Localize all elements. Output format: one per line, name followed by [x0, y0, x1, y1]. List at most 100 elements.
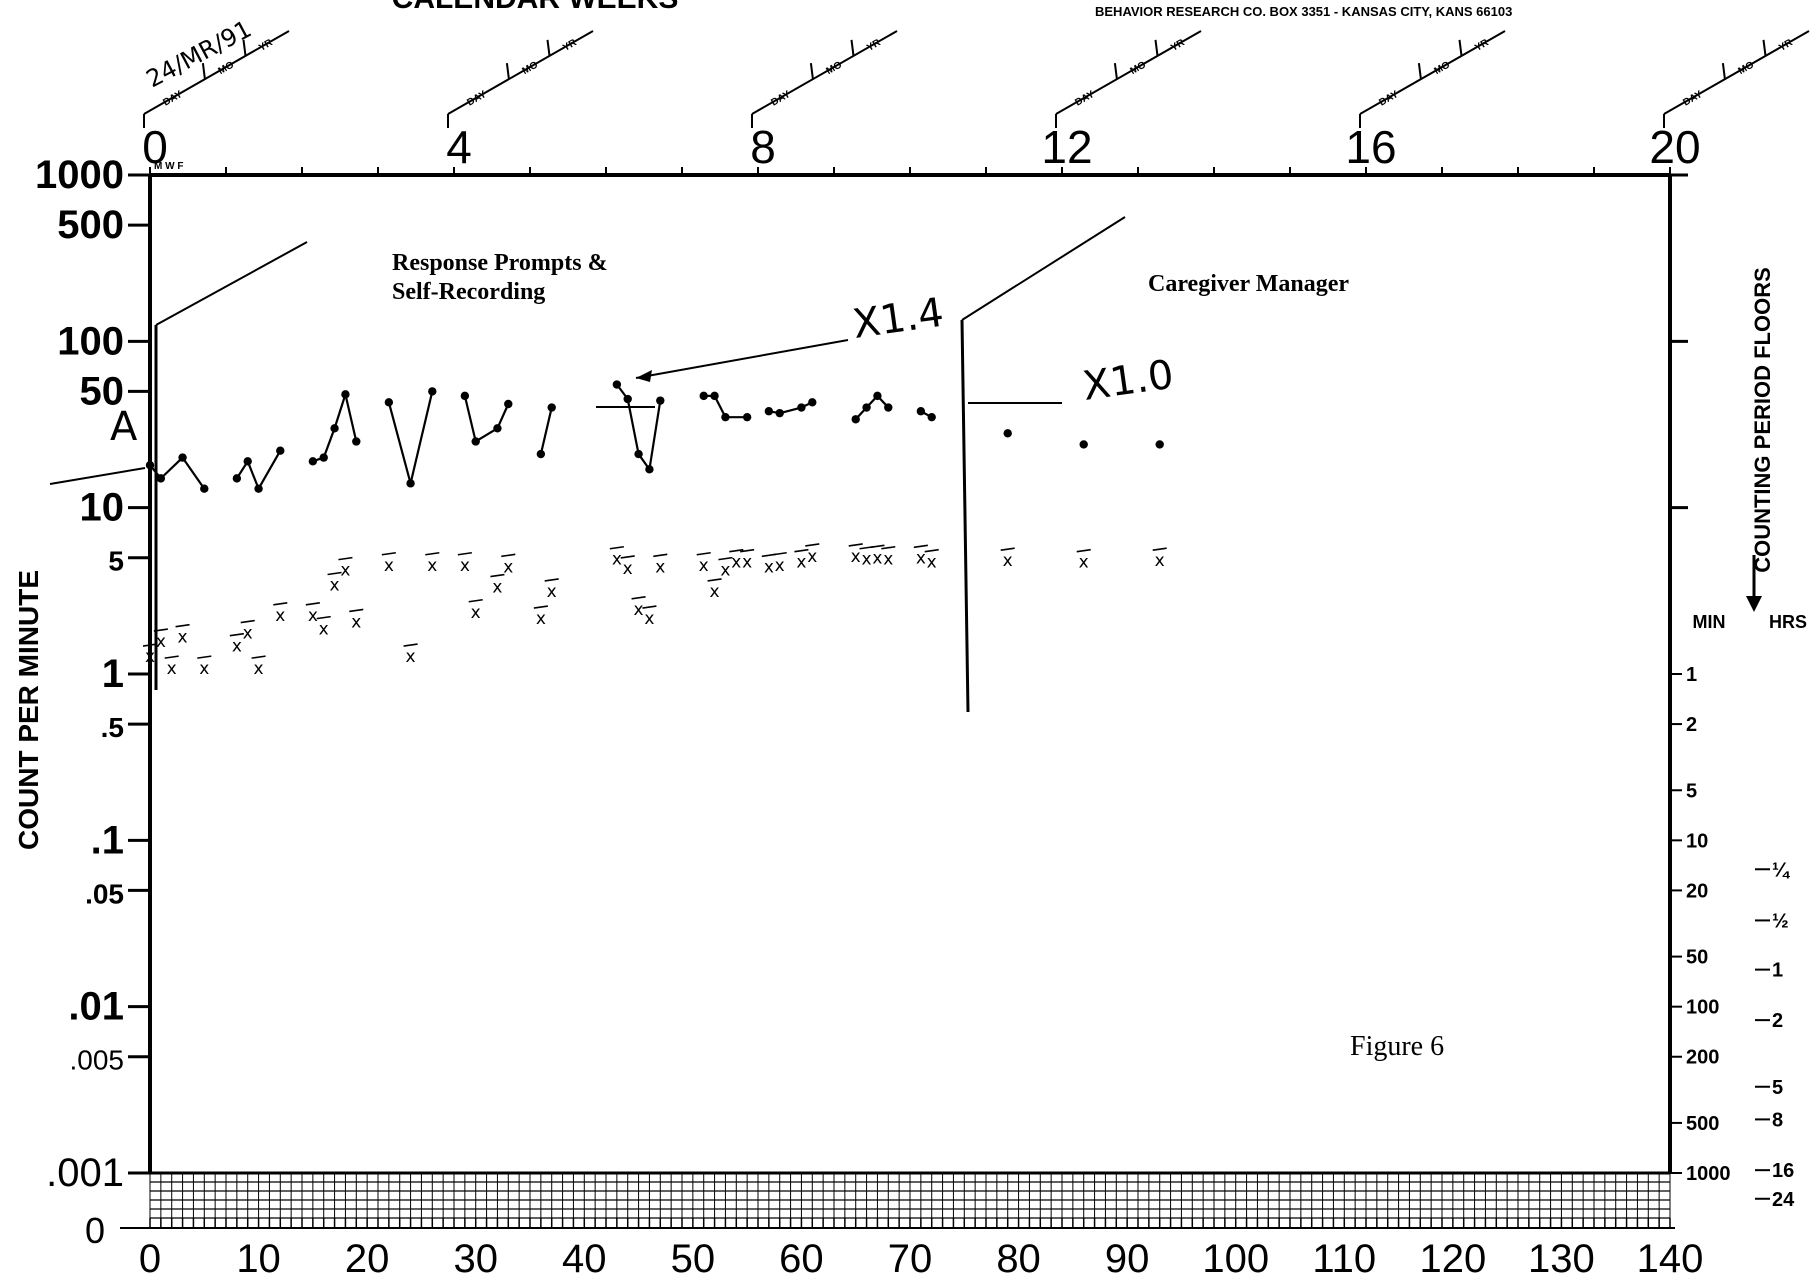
data-line-correct — [312, 456, 325, 463]
data-point-error-bar — [740, 548, 755, 553]
data-point-error-bar — [848, 543, 863, 547]
data-point-error-bar — [631, 596, 646, 600]
data-point-error: x — [178, 628, 188, 648]
phase-label-a: A — [110, 404, 138, 450]
data-point-correct — [504, 399, 513, 409]
data-line-correct — [637, 453, 651, 470]
data-point-error-bar — [381, 551, 396, 556]
floor-min-label: 10 — [1686, 830, 1708, 852]
floor-min-label: 2 — [1686, 714, 1697, 736]
data-point-error: x — [340, 561, 350, 581]
data-point-error: x — [275, 606, 285, 626]
data-point-error: x — [851, 547, 861, 567]
data-point-error: x — [916, 548, 926, 568]
date-bracket — [1359, 30, 1506, 115]
data-point-error-bar — [229, 632, 244, 637]
floor-min-label: 500 — [1686, 1113, 1719, 1135]
data-point-error-bar — [338, 556, 353, 561]
y-tick-label: 1000 — [35, 153, 124, 197]
data-point-error-bar — [153, 628, 168, 632]
data-line-correct — [865, 395, 879, 409]
data-point-error-bar — [403, 643, 418, 647]
data-line-correct — [713, 395, 727, 418]
date-bracket — [143, 30, 290, 115]
date-bracket — [1663, 30, 1810, 115]
right-axis-label: COUNTING PERIOD FLOORS — [1750, 267, 1775, 573]
data-point-error-bar — [1152, 547, 1167, 551]
data-point-error-bar — [881, 545, 896, 550]
data-line-correct — [409, 391, 434, 484]
floor-min-label: 100 — [1686, 997, 1719, 1019]
data-line-correct — [648, 400, 662, 470]
date-bracket-mark — [1762, 39, 1767, 57]
phase-line-2 — [960, 319, 970, 713]
data-point-error: x — [699, 556, 709, 576]
celeration-annotation-x1-4: X1.4 — [850, 290, 947, 348]
data-point-error: x — [319, 620, 329, 640]
data-point-correct — [916, 407, 926, 416]
data-point-error-bar — [544, 578, 559, 582]
y-tick-label: .1 — [91, 818, 124, 862]
data-point-error-bar — [1076, 548, 1091, 553]
data-point-correct — [1003, 429, 1012, 438]
date-bracket-mark — [505, 63, 510, 80]
date-bracket — [751, 30, 898, 115]
data-point-error: x — [872, 548, 882, 568]
floor-min-label: 200 — [1686, 1047, 1719, 1069]
y-tick-label: .5 — [101, 712, 124, 743]
y-tick-label: .001 — [46, 1151, 124, 1195]
data-point-error: x — [720, 561, 730, 581]
data-point-error-bar — [718, 556, 733, 561]
data-point-error-bar — [729, 548, 744, 553]
data-point-error-bar — [273, 602, 288, 606]
data-point-error: x — [384, 556, 394, 576]
data-line-correct — [333, 394, 347, 429]
floor-hrs-label: 24 — [1772, 1189, 1795, 1211]
data-point-error-bar — [533, 605, 548, 609]
data-point-error-bar — [316, 615, 331, 620]
floor-hrs-label: 2 — [1772, 1010, 1783, 1032]
data-point-correct — [460, 391, 470, 401]
y-tick-label: 1 — [102, 652, 124, 696]
data-line-correct — [463, 395, 477, 442]
data-point-error-bar — [425, 551, 440, 556]
floor-hrs-label: 1 — [1772, 960, 1783, 982]
data-point-error-bar — [805, 543, 820, 547]
x-tick-label: 10 — [236, 1237, 281, 1281]
data-point-error: x — [351, 612, 361, 632]
data-point-error-bar — [142, 643, 158, 647]
data-point-error: x — [764, 557, 774, 577]
counting-floors-axis: 1 2 5 10 20 50 100 200 500 1000 ¼ ½ 1 2 5 8 16 24 — [1670, 173, 1795, 1211]
week-tick-label: 0 — [142, 121, 168, 173]
baseline-mark — [49, 467, 146, 485]
data-point-error: x — [634, 600, 644, 620]
floor-hrs-label: ½ — [1772, 910, 1789, 932]
floor-hrs-label: 5 — [1772, 1077, 1783, 1099]
date-bracket-mark — [850, 39, 855, 57]
data-point-error: x — [156, 632, 166, 652]
data-point-error-bar — [164, 655, 179, 659]
data-point-error: x — [623, 559, 633, 579]
data-point-error: x — [471, 603, 481, 623]
floor-hrs-label: 8 — [1772, 1109, 1783, 1131]
week-tick-label: 4 — [446, 121, 472, 173]
data-line-correct — [876, 395, 890, 409]
date-bracket-mark — [242, 39, 247, 57]
floor-grid — [120, 1172, 1675, 1229]
date-bracket-mark — [1417, 63, 1422, 80]
data-point-error: x — [406, 647, 416, 667]
data-point-correct — [308, 457, 318, 466]
phase-label-response-prompts-line1: Response Prompts & — [392, 250, 608, 276]
x-tick-label: 20 — [345, 1237, 390, 1281]
date-bracket — [1055, 30, 1202, 115]
date-bracket-mark — [1458, 39, 1463, 57]
data-line-correct — [854, 406, 868, 421]
y-tick-label: 100 — [57, 319, 124, 363]
annotation-arrow-x1-4 — [635, 339, 849, 379]
y-axis: 1000 500 100 50 10 5 1 .5 .1 .05 .01 .005 .001 — [35, 153, 150, 1195]
data-point-error-bar — [642, 605, 657, 609]
date-bracket-mark — [1721, 63, 1726, 80]
data-line-correct — [322, 427, 336, 458]
data-line-correct — [246, 460, 260, 490]
x-tick-label: 100 — [1202, 1237, 1269, 1281]
